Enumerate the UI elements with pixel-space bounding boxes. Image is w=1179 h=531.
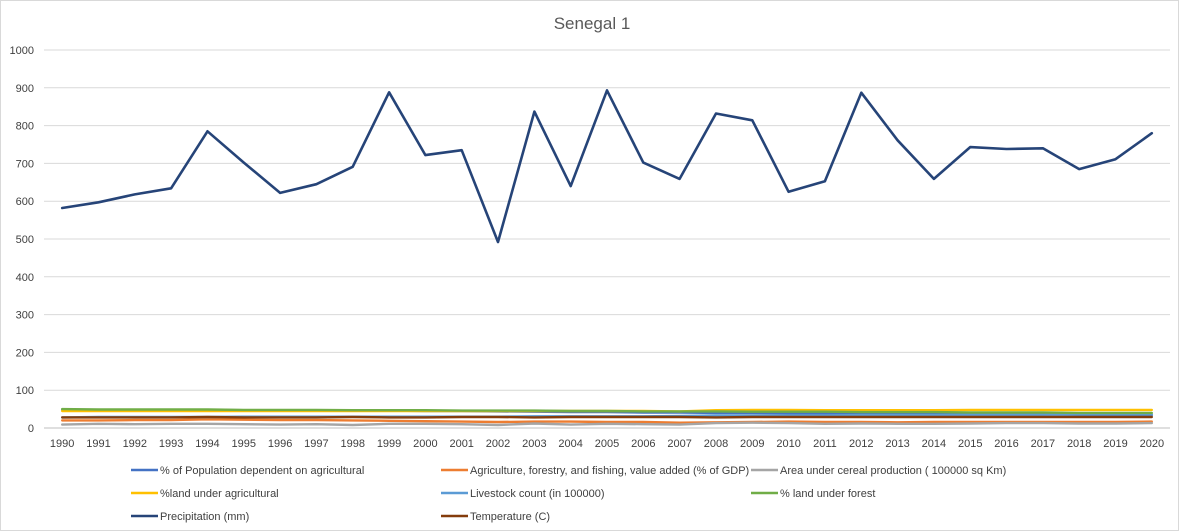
legend-label: Livestock count (in 100000) bbox=[470, 488, 605, 500]
y-tick-label: 800 bbox=[16, 121, 34, 133]
x-tick-label: 1998 bbox=[340, 438, 364, 450]
y-axis-tick-labels: 0 100 200 300 400 500 600 700 800 900 1000 bbox=[10, 45, 34, 435]
legend-item: Livestock count (in 100000) bbox=[441, 488, 605, 500]
x-tick-label: 2002 bbox=[486, 438, 510, 450]
y-tick-label: 100 bbox=[16, 385, 34, 397]
legend-label: % land under forest bbox=[780, 488, 875, 500]
x-axis-tick-labels: 1990 1991 1992 1993 1994 1995 1996 1997 1998 1999… bbox=[50, 438, 1164, 450]
x-tick-label: 2010 bbox=[776, 438, 800, 450]
legend-item: Agriculture, forestry, and fishing, valu… bbox=[441, 465, 749, 477]
x-tick-label: 2019 bbox=[1103, 438, 1127, 450]
x-tick-label: 2020 bbox=[1140, 438, 1164, 450]
y-tick-label: 300 bbox=[16, 310, 34, 322]
y-tick-label: 0 bbox=[28, 423, 34, 435]
x-tick-label: 2014 bbox=[922, 438, 946, 450]
series-lines bbox=[60, 89, 1154, 427]
x-tick-label: 2005 bbox=[595, 438, 619, 450]
x-tick-label: 2006 bbox=[631, 438, 655, 450]
x-tick-label: 1994 bbox=[195, 438, 219, 450]
x-tick-label: 2009 bbox=[740, 438, 764, 450]
y-tick-label: 600 bbox=[16, 196, 34, 208]
legend-label: Temperature (C) bbox=[470, 511, 550, 523]
x-tick-label: 2004 bbox=[558, 438, 582, 450]
legend-item: % of Population dependent on agricultura… bbox=[131, 465, 364, 477]
x-tick-label: 2012 bbox=[849, 438, 873, 450]
x-tick-label: 2011 bbox=[813, 438, 837, 450]
x-tick-label: 1991 bbox=[86, 438, 110, 450]
series-line-2 bbox=[61, 418, 1154, 424]
legend-label: Area under cereal production ( 100000 sq… bbox=[780, 465, 1006, 477]
x-tick-label: 2013 bbox=[885, 438, 909, 450]
x-tick-label: 2007 bbox=[667, 438, 691, 450]
y-tick-label: 200 bbox=[16, 347, 34, 359]
legend-item: Temperature (C) bbox=[441, 511, 550, 523]
legend-item: % land under forest bbox=[751, 488, 875, 500]
y-tick-label: 400 bbox=[16, 272, 34, 284]
x-tick-label: 2017 bbox=[1031, 438, 1055, 450]
x-tick-label: 1993 bbox=[159, 438, 183, 450]
y-tick-label: 700 bbox=[16, 158, 34, 170]
y-tick-label: 900 bbox=[16, 83, 34, 95]
legend: % of Population dependent on agricultura… bbox=[131, 465, 1006, 523]
legend-label: Agriculture, forestry, and fishing, valu… bbox=[470, 465, 749, 477]
gridlines bbox=[44, 49, 1170, 429]
x-tick-label: 2016 bbox=[994, 438, 1018, 450]
legend-item: %land under agricultural bbox=[131, 488, 279, 500]
x-tick-label: 2018 bbox=[1067, 438, 1091, 450]
series-line-7 bbox=[60, 89, 1154, 244]
legend-item: Precipitation (mm) bbox=[131, 511, 249, 523]
x-tick-label: 2015 bbox=[958, 438, 982, 450]
legend-label: Precipitation (mm) bbox=[160, 511, 249, 523]
series-line-3 bbox=[61, 421, 1154, 427]
x-tick-label: 1997 bbox=[304, 438, 328, 450]
legend-item: Area under cereal production ( 100000 sq… bbox=[751, 465, 1006, 477]
x-tick-label: 2008 bbox=[704, 438, 728, 450]
x-tick-label: 2003 bbox=[522, 438, 546, 450]
y-tick-label: 1000 bbox=[10, 45, 34, 57]
x-tick-label: 1990 bbox=[50, 438, 74, 450]
x-tick-label: 1999 bbox=[377, 438, 401, 450]
y-tick-label: 500 bbox=[16, 234, 34, 246]
x-tick-label: 2000 bbox=[413, 438, 437, 450]
x-tick-label: 1995 bbox=[232, 438, 256, 450]
x-tick-label: 2001 bbox=[449, 438, 473, 450]
legend-label: %land under agricultural bbox=[160, 488, 279, 500]
legend-label: % of Population dependent on agricultura… bbox=[160, 465, 364, 477]
x-tick-label: 1996 bbox=[268, 438, 292, 450]
chart-title: Senegal 1 bbox=[554, 14, 631, 33]
x-tick-label: 1992 bbox=[123, 438, 147, 450]
series-line-6 bbox=[61, 407, 1154, 415]
